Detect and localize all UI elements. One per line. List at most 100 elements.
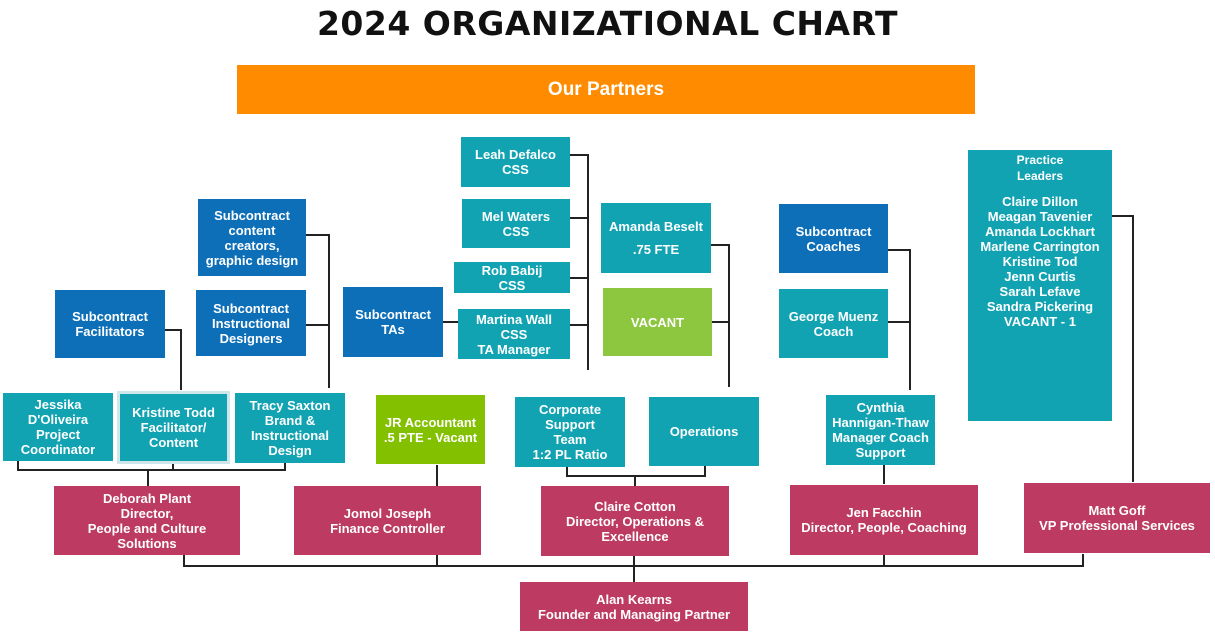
connector-coaches-to-cynthia: [888, 249, 911, 390]
box-line: Hannigan-Thaw: [832, 415, 929, 430]
box-line: Excellence: [601, 528, 669, 544]
box-line: People and Culture: [87, 520, 207, 536]
box-line: Matt Goff: [1088, 503, 1146, 518]
box-line: Amanda Beselt: [609, 219, 703, 234]
box-line: CSS: [500, 326, 528, 342]
box-line: JR Accountant: [384, 414, 477, 430]
box-line: graphic design: [205, 252, 299, 268]
box-line: content: [228, 222, 276, 238]
box-line: 1:2 PL Ratio: [532, 447, 608, 462]
box-line: .5 PTE - Vacant: [383, 429, 478, 445]
box-line: Instructional: [211, 315, 290, 331]
box-line: D'Oliveira: [27, 412, 89, 427]
box-line: George Muenz: [788, 308, 879, 324]
practice-leaders-members: Claire Dillon Meagan Tavenier Amanda Lockh…: [980, 194, 1099, 329]
box-line: Design: [268, 443, 312, 458]
box-jessika-doliveira: Jessika D'Oliveira Project Coordinator: [3, 393, 113, 461]
box-line: Martina Wall: [475, 311, 553, 327]
box-line: Coordinator: [20, 442, 96, 457]
box-line: Corporate: [538, 402, 602, 417]
box-line: TA Manager: [477, 341, 551, 357]
box-subcontract-tas: Subcontract TAs: [343, 287, 443, 357]
box-rob-babij: Rob Babij CSS: [454, 262, 570, 293]
box-line: Content: [148, 435, 199, 450]
box-george-muenz: George Muenz Coach: [779, 289, 888, 358]
box-line: Jomol Joseph: [343, 505, 432, 521]
box-leah-defalco: Leah Defalco CSS: [461, 137, 570, 187]
box-jen-facchin: Jen Facchin Director, People, Coaching: [790, 485, 978, 555]
box-line: VACANT - 1: [1004, 314, 1076, 329]
box-tracy-saxton: Tracy Saxton Brand & Instructional Design: [235, 393, 345, 463]
box-jomol-joseph: Jomol Joseph Finance Controller: [294, 486, 481, 555]
box-line: CSS: [502, 162, 529, 177]
practice-leaders-title: Practice Leaders: [1017, 152, 1064, 184]
box-line: Amanda Lockhart: [985, 224, 1095, 239]
connector-practice-to-matt: [1112, 215, 1134, 482]
box-line: Coaches: [806, 238, 861, 254]
box-line: Director,: [120, 505, 174, 521]
box-line: Finance Controller: [330, 520, 445, 536]
box-subcontract-content-creators: Subcontract content creators, graphic desig…: [198, 199, 306, 276]
box-line: Kristine Todd: [132, 405, 215, 420]
box-line: Jen Facchin: [846, 505, 922, 520]
connector-css-bracket: [570, 154, 589, 370]
box-line: Subcontract: [214, 207, 290, 223]
box-subcontract-instructional-designers: Subcontract Instructional Designers: [196, 290, 306, 356]
connector-amanda-to-operations: [711, 244, 730, 387]
box-line: Subcontract: [795, 223, 872, 239]
box-subcontract-coaches: Subcontract Coaches: [779, 204, 888, 273]
box-line: VACANT: [630, 314, 685, 330]
box-alan-kearns: Alan Kearns Founder and Managing Partner: [520, 582, 748, 631]
box-martina-wall: Martina Wall CSS TA Manager: [458, 309, 570, 359]
box-line: Cynthia: [856, 400, 905, 415]
box-matt-goff: Matt Goff VP Professional Services: [1024, 483, 1210, 553]
box-line: Operations: [669, 424, 739, 439]
box-amanda-beselt: Amanda Beselt .75 FTE: [601, 203, 711, 273]
box-line: Subcontract: [72, 309, 148, 324]
box-subcontract-facilitators: Subcontract Facilitators: [55, 290, 165, 358]
box-deborah-plant: Deborah Plant Director, People and Culture…: [54, 486, 240, 555]
box-line: Practice: [1016, 153, 1064, 167]
chart-title: 2024 ORGANIZATIONAL CHART: [316, 4, 899, 43]
box-line: Deborah Plant: [102, 490, 192, 506]
box-line: Solutions: [117, 535, 177, 551]
box-line: Sandra Pickering: [986, 299, 1094, 314]
box-line: Mel Waters: [481, 208, 551, 224]
box-corporate-support-team: Corporate Support Team 1:2 PL Ratio: [515, 397, 625, 467]
box-line: Manager Coach: [832, 430, 929, 445]
box-line: CSS: [502, 223, 530, 239]
box-line: TAs: [381, 322, 405, 337]
box-cynthia-hannigan-thaw: Cynthia Hannigan-Thaw Manager Coach Support: [826, 395, 935, 465]
box-line: CSS: [498, 277, 526, 293]
box-line: Founder and Managing Partner: [537, 606, 731, 622]
box-line: Designers: [219, 330, 283, 346]
connector-ops-bracket: [566, 466, 706, 477]
box-line: Jessika: [34, 397, 82, 412]
box-line: Alan Kearns: [596, 591, 672, 607]
box-line: Tracy Saxton: [249, 398, 331, 413]
box-line: Leaders: [1016, 169, 1063, 183]
box-line: Brand &: [264, 413, 316, 428]
box-line: Sarah Lefave: [999, 284, 1081, 299]
box-line: Marlene Carrington: [980, 239, 1100, 254]
box-vacant: VACANT: [603, 288, 712, 356]
connector-team-bracket-left: [17, 460, 286, 471]
box-line: Claire Cotton: [594, 498, 676, 514]
connector-subcontract-content-to-tracy: [306, 234, 330, 388]
box-line: .75 FTE: [632, 242, 680, 257]
box-line: Director, Operations &: [566, 513, 704, 529]
box-mel-waters: Mel Waters CSS: [462, 199, 570, 248]
box-line: Kristine Tod: [1002, 254, 1078, 269]
box-jr-accountant: JR Accountant .5 PTE - Vacant: [376, 395, 485, 464]
box-claire-cotton: Claire Cotton Director, Operations & Excel…: [541, 486, 729, 556]
box-line: Facilitators: [75, 324, 145, 339]
box-line: creators,: [224, 237, 280, 253]
connector-subcontract-facilitators: [165, 329, 182, 390]
box-line: Coach: [813, 323, 854, 339]
box-practice-leaders: Practice Leaders Claire Dillon Meagan Tave…: [968, 150, 1112, 421]
box-line: Subcontract: [355, 307, 431, 322]
box-operations: Operations: [649, 397, 759, 466]
box-line: Director, People, Coaching: [801, 520, 967, 535]
box-line: Meagan Tavenier: [987, 209, 1093, 224]
